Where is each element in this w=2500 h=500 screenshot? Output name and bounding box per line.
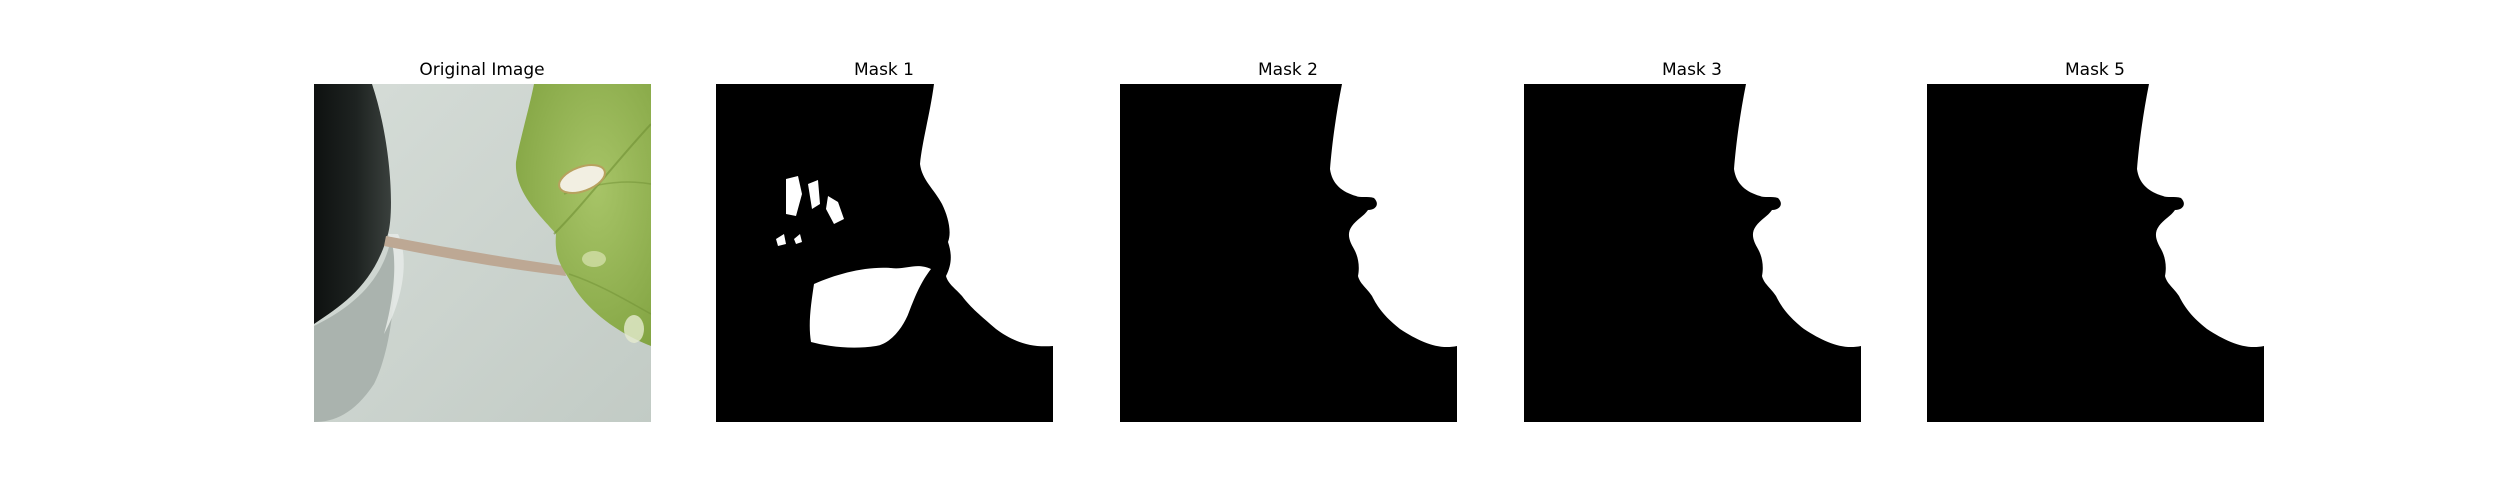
pot-rim: [314, 234, 395, 422]
mask-2-image: [1120, 84, 1457, 422]
panel-title-mask-3: Mask 3: [1661, 60, 1722, 80]
mask-3-leaf-region: [1734, 84, 1861, 348]
mask-5-image: [1927, 84, 2264, 422]
panel-title-mask-2: Mask 2: [1257, 60, 1318, 80]
panel-title-original: Original Image: [419, 60, 545, 80]
leaf-lesion: [558, 164, 606, 194]
stem: [384, 236, 566, 276]
leaf: [515, 84, 651, 346]
mask-1-blob: [809, 266, 931, 348]
panel-title-mask-1: Mask 1: [853, 60, 914, 80]
panel-title-mask-5: Mask 5: [2064, 60, 2125, 80]
mask-2-leaf-region: [1330, 84, 1457, 348]
mask-3-image: [1524, 84, 1861, 422]
pot-shadow: [314, 84, 391, 324]
mask-1-image: [716, 84, 1053, 422]
original-photo: [314, 84, 651, 422]
mask-1-leaf-region: [920, 84, 1053, 347]
mask-5-leaf-region: [2137, 84, 2264, 348]
